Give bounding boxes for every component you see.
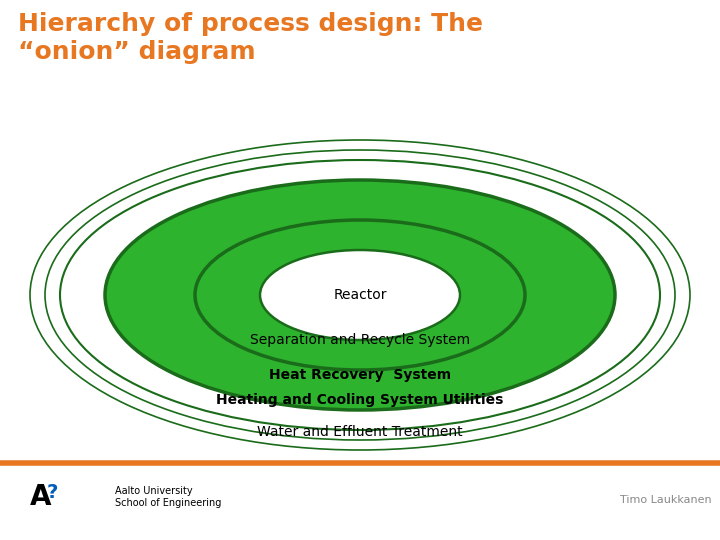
Text: Water and Effluent Treatment: Water and Effluent Treatment <box>257 425 463 439</box>
Text: A: A <box>30 483 52 511</box>
Text: Heat Recovery  System: Heat Recovery System <box>269 368 451 382</box>
Ellipse shape <box>195 220 525 370</box>
Ellipse shape <box>30 140 690 450</box>
Text: Reactor: Reactor <box>333 288 387 302</box>
Ellipse shape <box>105 180 615 410</box>
Text: Separation and Recycle System: Separation and Recycle System <box>250 333 470 347</box>
Text: Aalto University
School of Engineering: Aalto University School of Engineering <box>115 486 221 508</box>
Text: Timo Laukkanen: Timo Laukkanen <box>620 495 711 505</box>
Text: Hierarchy of process design: The
“onion” diagram: Hierarchy of process design: The “onion”… <box>18 12 483 64</box>
Ellipse shape <box>45 150 675 440</box>
Text: Heating and Cooling System Utilities: Heating and Cooling System Utilities <box>216 393 504 407</box>
Ellipse shape <box>60 160 660 430</box>
Text: ?: ? <box>47 483 58 503</box>
Ellipse shape <box>260 250 460 340</box>
